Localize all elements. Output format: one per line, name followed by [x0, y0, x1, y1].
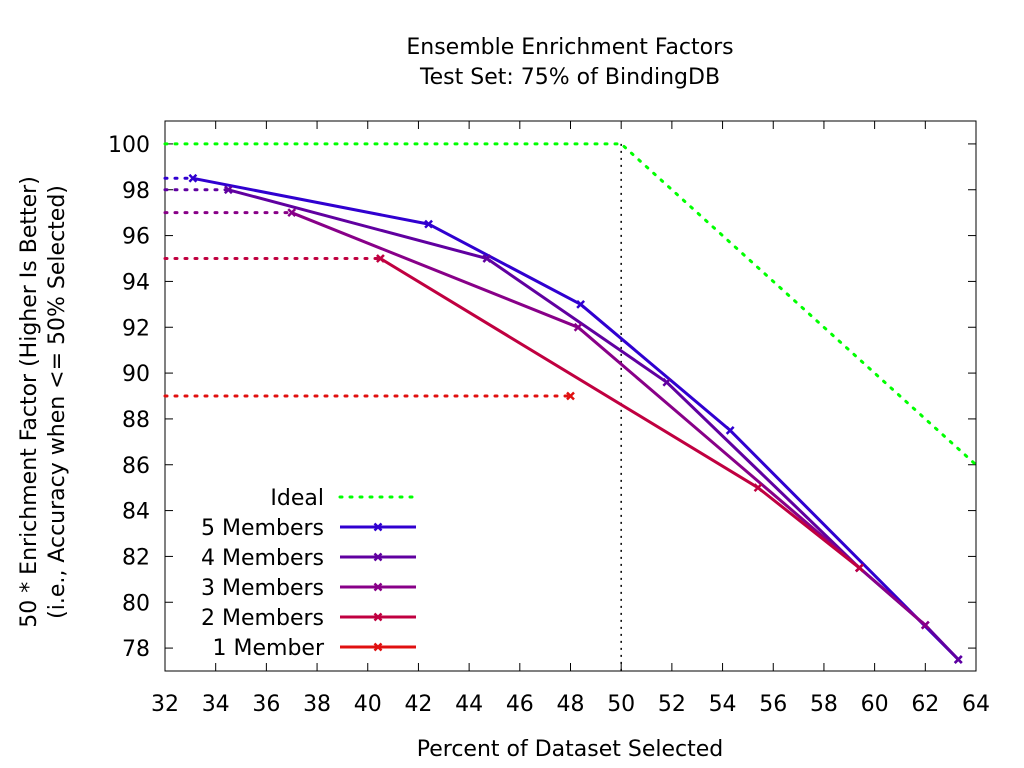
marker-stroke	[566, 391, 575, 401]
y-axis-label-line2: (i.e., Accuracy when <= 50% Selected)	[45, 185, 70, 619]
y-tick-label: 92	[122, 316, 150, 341]
data-point	[855, 563, 864, 573]
marker-stroke	[223, 185, 233, 195]
marker-stroke	[373, 642, 383, 652]
series-line	[228, 188, 960, 661]
data-point	[573, 322, 583, 332]
marker-stroke	[482, 254, 492, 263]
data-point	[953, 655, 963, 664]
x-tick-label: 34	[202, 692, 230, 717]
chart-title: Ensemble Enrichment Factors	[406, 35, 733, 60]
marker-stroke	[920, 620, 930, 630]
legend-marker	[373, 582, 383, 592]
marker-stroke	[855, 563, 864, 573]
x-tick-label: 64	[962, 692, 990, 717]
legend-label: 5 Members	[201, 516, 324, 541]
marker-stroke	[376, 254, 385, 263]
legend-label: 4 Members	[201, 546, 324, 571]
marker-stroke	[953, 655, 963, 664]
series-5-members	[163, 173, 963, 664]
x-tick-label: 38	[303, 692, 331, 717]
x-tick-label: 46	[506, 692, 534, 717]
x-tick-label: 58	[810, 692, 838, 717]
data-point	[188, 173, 198, 183]
y-tick-label: 100	[108, 133, 150, 158]
x-axis-label: Percent of Dataset Selected	[417, 737, 724, 762]
marker-stroke	[188, 173, 198, 183]
x-tick-label: 40	[354, 692, 382, 717]
x-tick-label: 52	[658, 692, 686, 717]
y-tick-label: 94	[122, 270, 150, 295]
data-point	[920, 620, 930, 630]
data-point	[725, 425, 735, 435]
x-tick-label: 42	[404, 692, 432, 717]
marker-stroke	[576, 299, 586, 309]
y-axis-label-line1: 50 * Enrichment Factor (Higher Is Better…	[17, 176, 42, 628]
x-tick-label: 44	[455, 692, 483, 717]
series-line	[379, 257, 861, 570]
y-tick-label: 90	[122, 362, 150, 387]
data-point	[424, 219, 433, 229]
data-point	[287, 208, 297, 218]
marker-stroke	[373, 522, 383, 532]
x-tick-label: 36	[252, 692, 280, 717]
marker-stroke	[424, 219, 433, 229]
series-2-members	[163, 254, 864, 573]
legend: Ideal 5 Members 4 Members 3 Members 2 Member…	[201, 486, 418, 661]
y-tick-label: 98	[122, 179, 150, 204]
legend-marker	[373, 522, 383, 532]
x-tick-label: 48	[557, 692, 585, 717]
data-point	[223, 185, 233, 195]
x-tick-label: 54	[709, 692, 737, 717]
y-tick-label: 88	[122, 408, 150, 433]
series-1-member	[163, 391, 575, 401]
marker-stroke	[373, 552, 383, 562]
y-tick-label: 84	[122, 500, 150, 525]
y-tick-label: 96	[122, 225, 150, 250]
data-series	[163, 142, 978, 664]
data-point	[482, 254, 492, 263]
data-point	[566, 391, 575, 401]
legend-label: 1 Member	[213, 636, 325, 661]
marker-stroke	[725, 425, 735, 435]
legend-marker	[373, 552, 383, 562]
marker-stroke	[373, 612, 383, 622]
series-ideal	[163, 142, 978, 467]
x-tick-label: 56	[759, 692, 787, 717]
chart-subtitle: Test Set: 75% of BindingDB	[419, 65, 720, 90]
axis-ticks: 32 34 36 38 40 42 44 46 48 50 52 54 56 58 60 62 64 78 80 82…	[108, 121, 990, 717]
marker-stroke	[753, 483, 763, 493]
data-point	[753, 483, 763, 493]
x-tick-label: 50	[607, 692, 635, 717]
x-tick-label: 60	[861, 692, 889, 717]
data-point	[662, 377, 672, 387]
legend-marker	[373, 612, 383, 622]
y-tick-label: 82	[122, 545, 150, 570]
marker-stroke	[287, 208, 297, 218]
data-point	[376, 254, 385, 263]
x-tick-label: 32	[151, 692, 179, 717]
y-tick-label: 78	[122, 637, 150, 662]
y-tick-label: 80	[122, 591, 150, 616]
legend-marker	[373, 642, 383, 652]
marker-stroke	[662, 377, 672, 387]
legend-label: Ideal	[270, 486, 324, 511]
data-point	[576, 299, 586, 309]
marker-stroke	[373, 582, 383, 592]
legend-label: 2 Members	[201, 606, 324, 631]
series-line	[163, 142, 978, 467]
legend-label: 3 Members	[201, 576, 324, 601]
series-line	[291, 211, 927, 627]
marker-stroke	[573, 322, 583, 332]
x-tick-label: 62	[911, 692, 939, 717]
y-tick-label: 86	[122, 454, 150, 479]
